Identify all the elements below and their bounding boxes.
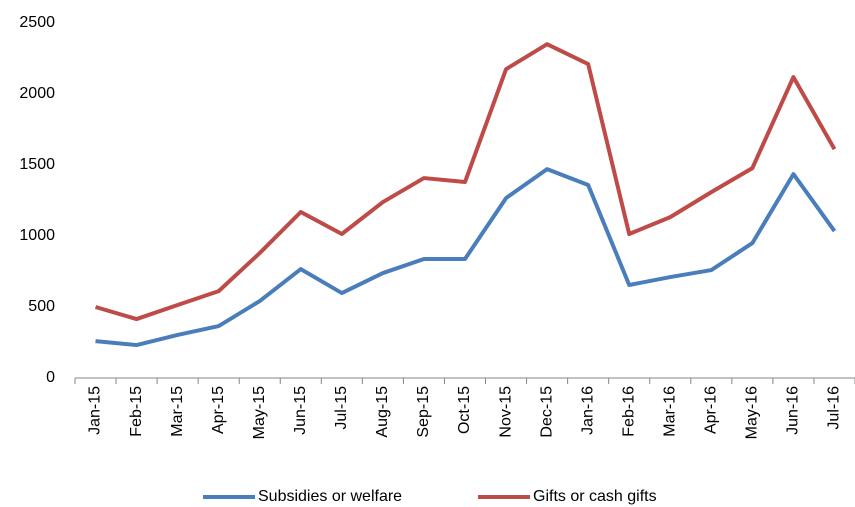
x-tick-label: Apr-16: [703, 386, 720, 434]
x-tick-label: Nov-15: [497, 386, 514, 438]
x-tick-label: Jul-16: [826, 386, 843, 430]
y-tick-label: 1500: [19, 156, 55, 173]
x-tick-label: Mar-15: [169, 386, 186, 437]
x-tick-label: Feb-16: [620, 386, 637, 437]
x-tick-label: May-16: [744, 386, 761, 439]
x-tick-label: Dec-15: [538, 386, 555, 438]
x-tick-label: Jan-16: [579, 386, 596, 435]
y-tick-label: 2500: [19, 14, 55, 31]
legend-label: Gifts or cash gifts: [533, 488, 657, 505]
x-tick-label: Jul-15: [333, 386, 350, 430]
x-tick-label: Feb-15: [128, 386, 145, 437]
line-series: [94, 42, 837, 322]
x-tick-label: Aug-15: [374, 386, 391, 438]
x-tick-label: Mar-16: [661, 386, 678, 437]
x-tick-label: Jun-15: [292, 386, 309, 435]
x-tick-label: May-15: [251, 386, 268, 439]
y-tick-label: 0: [46, 369, 55, 386]
x-tick-label: Sep-15: [415, 386, 432, 438]
x-tick-label: Jan-15: [87, 386, 104, 435]
x-tick-label: Apr-15: [210, 386, 227, 434]
x-tick-label: Jun-16: [785, 386, 802, 435]
y-tick-label: 2000: [19, 85, 55, 102]
x-tick-label: Oct-15: [456, 386, 473, 434]
legend-label: Subsidies or welfare: [258, 488, 402, 505]
y-tick-label: 500: [28, 298, 55, 315]
line-series: [95, 167, 837, 348]
y-tick-label: 1000: [19, 227, 55, 244]
